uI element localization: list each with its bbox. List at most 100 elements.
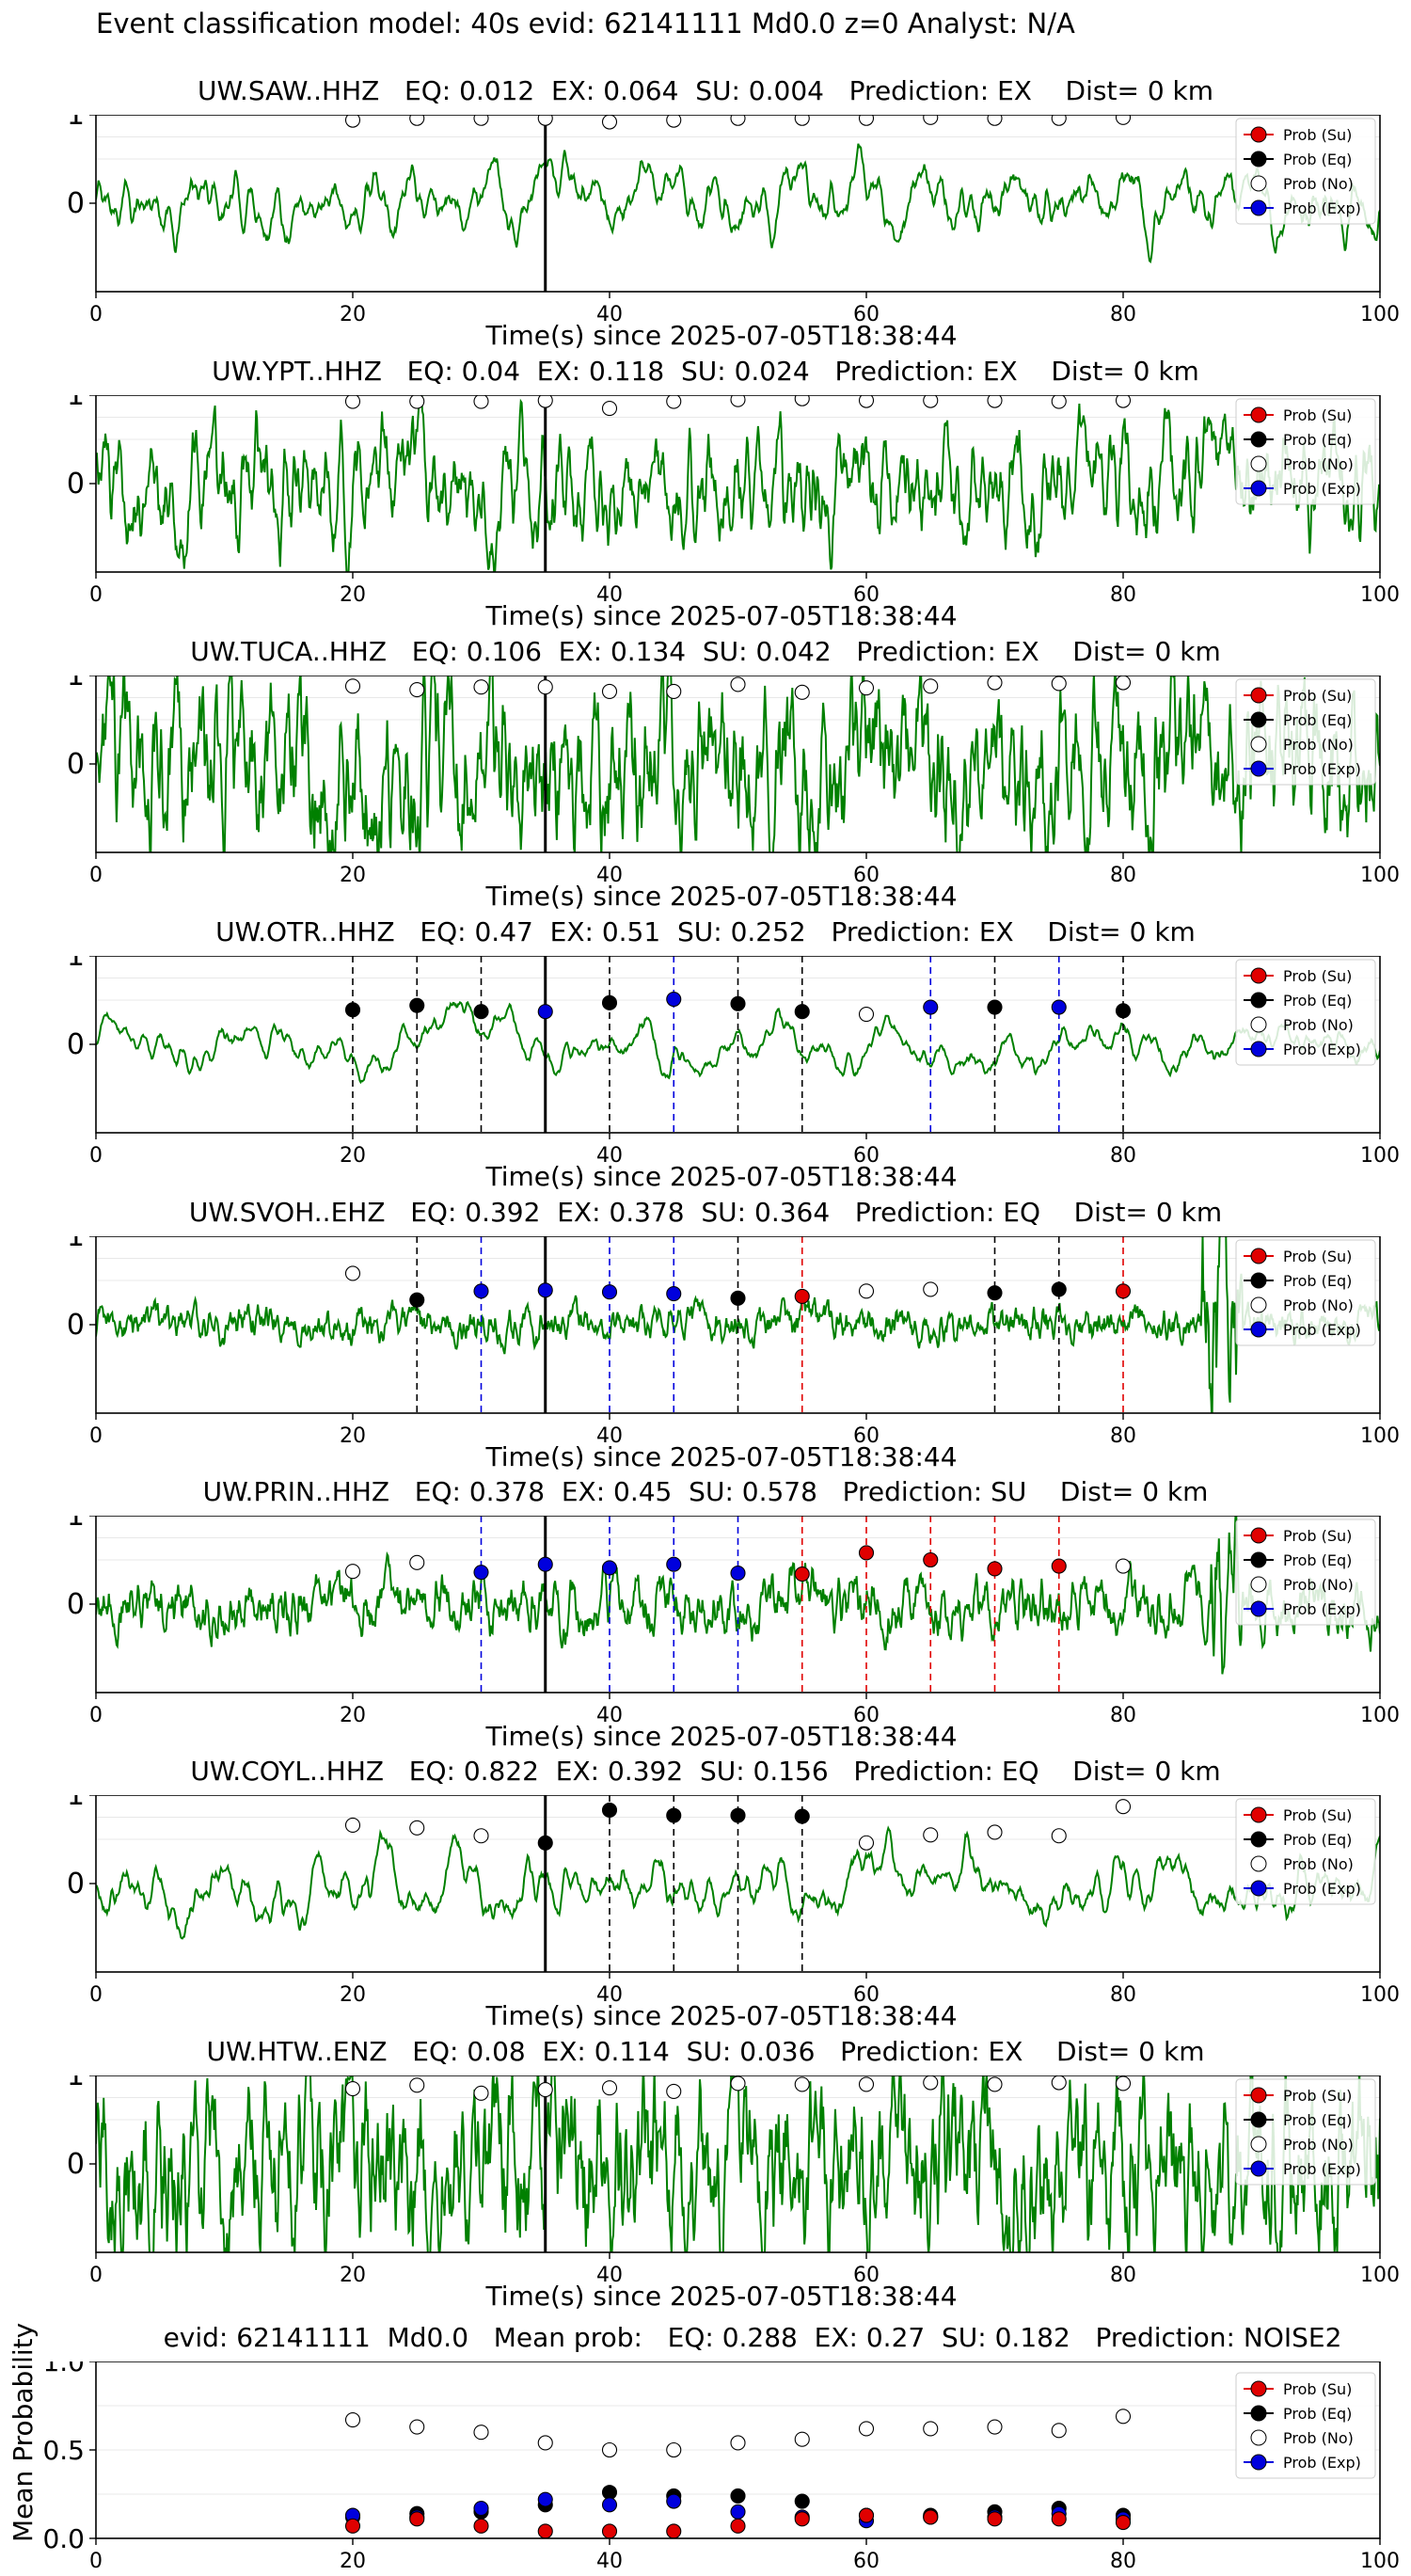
prob-point-no [1051,1828,1067,1844]
legend-label-eq: Prob (Eq) [1283,2111,1352,2129]
prob-point-exp [923,999,939,1015]
legend-marker-exp [1250,199,1267,216]
prob-point-su [858,1545,875,1561]
legend-marker-su [1250,1248,1267,1264]
prob-point-eq [601,1802,618,1819]
y-tick-label: 1 [67,1236,85,1253]
legend-marker-su [1250,2380,1267,2397]
x-tick-label: 20 [340,2264,366,2287]
legend-label-no: Prob (No) [1283,2429,1354,2447]
prob-point-no [987,2076,1003,2092]
prob-point-exp [666,992,682,1008]
panel-title: UW.HTW..ENZ EQ: 0.08 EX: 0.114 SU: 0.036… [206,2036,1205,2067]
prob-point-no [666,2083,682,2099]
legend-label-eq: Prob (Eq) [1283,1551,1352,1569]
prob-point-no [473,679,489,695]
legend-label-no: Prob (No) [1283,1855,1354,1873]
prob-point-exp [601,1560,618,1576]
y-tick-label: 1 [67,956,85,973]
y-tick-label: 1 [67,676,85,692]
legend-label-su: Prob (Su) [1283,1248,1352,1265]
x-tick-label: 40 [596,864,623,887]
prob-point-exp [601,2497,618,2513]
waveform-trace [96,676,1380,852]
x-tick-label: 40 [596,1704,623,1727]
prob-point-no [923,2075,939,2091]
legend-marker-eq [1250,431,1267,448]
legend-marker-eq [1250,1272,1267,1289]
legend-marker-no [1250,736,1267,753]
prob-point-no [409,2077,425,2093]
x-tick-label: 80 [1110,864,1136,887]
prob-point-no [473,395,489,409]
x-tick-label: 20 [340,1704,366,1727]
prob-point-su [1051,2511,1067,2527]
prob-point-no [473,115,489,126]
prob-point-no [409,115,425,126]
prob-point-no [858,395,875,408]
prob-point-su [730,2518,746,2534]
x-tick-label: 80 [1110,2264,1136,2287]
x-tick-label: 40 [596,583,623,607]
legend-marker-no [1250,175,1267,192]
x-tick-label: 60 [853,583,880,607]
prob-point-eq [794,1004,810,1020]
y-axis-label: Mean Probability [8,2322,39,2542]
prob-point-no [1115,1558,1132,1574]
prob-point-no [858,2421,875,2437]
prob-point-no [1051,115,1067,126]
y-tick-label: 1 [67,115,85,132]
x-tick-label: 60 [853,1983,880,2007]
legend-marker-eq [1250,711,1267,728]
prob-point-no [409,1554,425,1570]
prob-point-no [858,2076,875,2092]
y-tick-label: 0.0 [42,2523,85,2554]
legend: Prob (Su) Prob (Eq) Prob (No) Prob (Exp) [1235,1239,1376,1346]
prob-point-eq [1051,1281,1067,1297]
prob-point-exp [601,1284,618,1300]
prob-point-no [344,2081,361,2097]
prob-point-su [344,2518,361,2534]
legend-label-su: Prob (Su) [1283,1527,1352,1545]
prob-point-eq [409,1292,425,1308]
legend-marker-no [1250,1576,1267,1593]
prob-point-no [730,395,746,407]
x-tick-label: 100 [1360,2550,1400,2573]
legend-label-no: Prob (No) [1283,736,1354,754]
legend-label-eq: Prob (Eq) [1283,1831,1352,1849]
x-tick-label: 20 [340,303,366,326]
chart-axes: 0 20 40 60 80 100 0 1 Prob (Su) Prob (Eq) Prob (No… [67,2075,1400,2287]
prob-point-no [344,115,361,128]
legend: Prob (Su) Prob (Eq) Prob (No) Prob (Exp) [1235,678,1376,786]
prob-point-exp [666,1286,682,1302]
x-tick-label: 100 [1360,303,1400,326]
y-tick-label: 1 [67,1795,85,1812]
legend: Prob (Su) Prob (Eq) Prob (No) Prob (Exp) [1235,959,1376,1066]
legend-label-no: Prob (No) [1283,1576,1354,1594]
prob-point-no [473,2425,489,2441]
panel-title: UW.PRIN..HHZ EQ: 0.378 EX: 0.45 SU: 0.57… [202,1476,1209,1507]
x-axis-label: Time(s) since 2025-07-05T18:38:44 [485,1721,958,1752]
prob-point-no [794,684,810,700]
x-tick-label: 100 [1360,583,1400,607]
legend-label-exp: Prob (Exp) [1283,2160,1361,2178]
waveform-trace [96,1236,1380,1413]
legend-label-no: Prob (No) [1283,1016,1354,1034]
prob-point-no [1115,115,1132,125]
prob-point-no [858,1006,875,1023]
prob-point-exp [473,1283,489,1299]
prob-point-eq [987,999,1003,1015]
x-tick-label: 40 [596,2550,623,2573]
prob-point-eq [730,2488,746,2504]
x-axis-label: Time(s) since 2025-07-05T18:38:44 [485,600,958,631]
prob-point-exp [537,1556,553,1572]
legend-marker-su [1250,687,1267,704]
legend: Prob (Su) Prob (Eq) Prob (No) Prob (Exp) [1235,2078,1376,2186]
x-tick-label: 80 [1110,1144,1136,1168]
legend-label-no: Prob (No) [1283,175,1354,193]
y-tick-label: 0 [67,748,85,781]
chart-axes: 0 20 40 60 80 100 0 1 Prob (Su) Prob (Eq) Prob (No… [67,676,1400,887]
prob-point-no [730,2435,746,2451]
prob-point-no [666,115,682,128]
